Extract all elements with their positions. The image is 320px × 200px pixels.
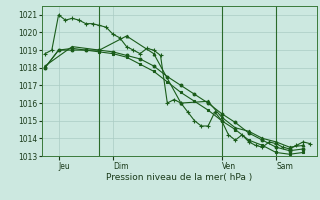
X-axis label: Pression niveau de la mer( hPa ): Pression niveau de la mer( hPa ) <box>106 173 252 182</box>
